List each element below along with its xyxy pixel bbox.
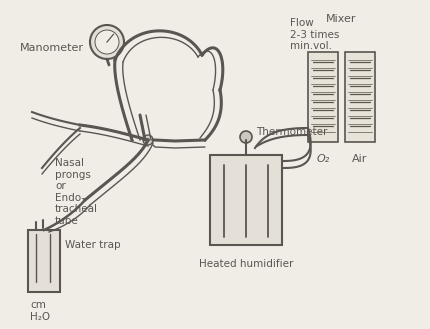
Circle shape xyxy=(143,135,153,145)
Text: Thermometer: Thermometer xyxy=(256,127,327,137)
Text: Manometer: Manometer xyxy=(20,43,84,53)
Circle shape xyxy=(90,25,124,59)
Circle shape xyxy=(240,131,252,143)
Bar xyxy=(210,155,282,245)
Text: Flow
2-3 times
min.vol.: Flow 2-3 times min.vol. xyxy=(290,18,339,51)
Bar xyxy=(28,230,60,292)
Bar xyxy=(234,155,258,167)
Bar xyxy=(308,52,338,142)
Text: cm
H₂O: cm H₂O xyxy=(30,300,50,322)
Text: Nasal
prongs
or
Endo-
tracheal
tube: Nasal prongs or Endo- tracheal tube xyxy=(55,158,98,226)
Text: Mixer: Mixer xyxy=(326,14,356,24)
Text: O₂: O₂ xyxy=(316,154,330,164)
Circle shape xyxy=(95,30,119,54)
Text: Heated humidifier: Heated humidifier xyxy=(199,259,293,269)
Text: Air: Air xyxy=(352,154,368,164)
Bar xyxy=(345,52,375,142)
Text: Water trap: Water trap xyxy=(65,240,121,250)
